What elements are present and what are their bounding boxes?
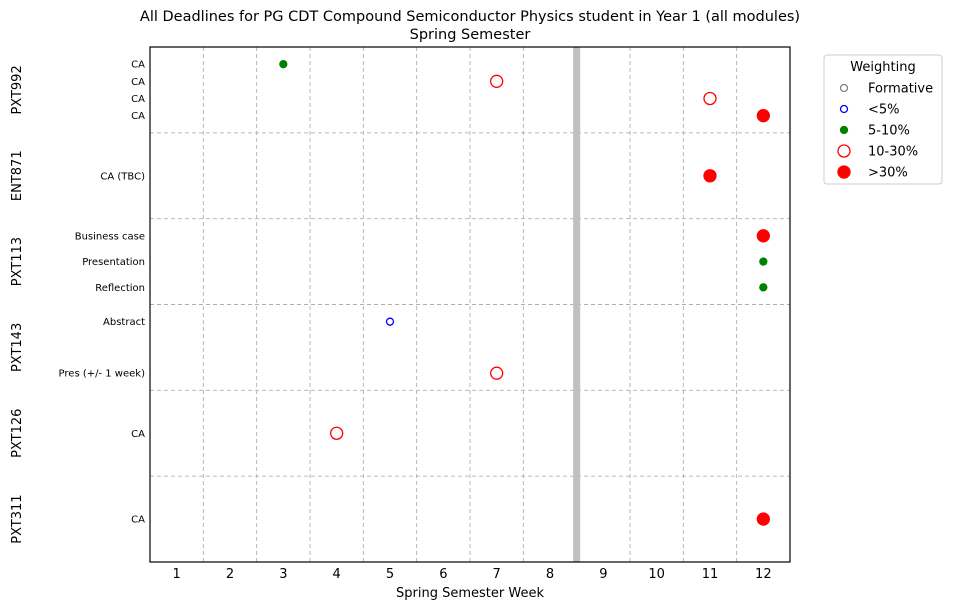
assessment-label: Pres (+/- 1 week) — [59, 369, 146, 380]
assessment-label: CA — [131, 77, 145, 88]
x-tick-label: 7 — [493, 567, 501, 582]
assessment-label: CA (TBC) — [100, 171, 145, 182]
x-tick-label: 3 — [279, 567, 287, 582]
module-label: PXT126 — [10, 409, 25, 458]
deadline-marker — [703, 91, 717, 106]
legend-marker — [837, 165, 851, 179]
x-tick-label: 6 — [439, 567, 447, 582]
chart-title: All Deadlines for PG CDT Compound Semico… — [140, 9, 800, 25]
assessment-label: CA — [131, 429, 145, 440]
legend-title: Weighting — [850, 60, 915, 75]
deadline-marker — [759, 257, 768, 266]
assessment-label: CA — [131, 111, 145, 122]
assessment-label: Reflection — [95, 283, 145, 294]
deadline-marker — [490, 74, 504, 88]
module-label: PXT311 — [10, 494, 25, 543]
module-label: ENT871 — [10, 150, 25, 201]
assessment-label: CA — [131, 94, 145, 105]
deadline-marker — [703, 169, 717, 183]
reading-week-bar — [573, 47, 581, 562]
deadline-marker — [279, 60, 288, 69]
x-tick-label: 4 — [333, 567, 341, 582]
assessment-label: Abstract — [103, 317, 145, 328]
x-tick-label: 12 — [755, 567, 772, 582]
x-tick-label: 1 — [173, 567, 181, 582]
x-tick-label: 11 — [702, 567, 719, 582]
plot-frame — [149, 46, 791, 563]
module-label: PXT113 — [10, 237, 25, 286]
deadline-marker — [756, 512, 770, 526]
legend-label: 5-10% — [868, 124, 910, 139]
legend-label: <5% — [868, 103, 900, 118]
chart-subtitle: Spring Semester — [410, 27, 531, 43]
legend-label: >30% — [868, 166, 908, 181]
x-axis-label: Spring Semester Week — [396, 586, 544, 601]
x-tick-label: 10 — [648, 567, 665, 582]
deadline-marker — [756, 109, 770, 123]
assessment-label: Business case — [75, 231, 145, 242]
legend-label: Formative — [868, 82, 933, 97]
deadline-marker — [759, 283, 768, 292]
deadline-marker — [330, 426, 344, 440]
deadline-marker — [490, 366, 504, 380]
assessment-label: Presentation — [82, 257, 145, 268]
assessment-label: CA — [131, 60, 145, 71]
legend-marker — [837, 144, 851, 158]
legend: Weighting Formative <5% 5-10% 10-30% >30% — [823, 54, 943, 185]
module-label: PXT992 — [10, 65, 25, 114]
x-tick-label: 9 — [599, 567, 607, 582]
deadline-marker — [756, 229, 770, 243]
x-tick-label: 5 — [386, 567, 394, 582]
legend-marker — [839, 125, 849, 135]
legend-marker — [839, 83, 849, 93]
assessment-label: CA — [131, 515, 145, 526]
legend-label: 10-30% — [868, 145, 918, 160]
legend-marker — [839, 104, 849, 114]
legend-frame — [823, 54, 943, 185]
module-label: PXT143 — [10, 323, 25, 372]
x-tick-label: 2 — [226, 567, 234, 582]
x-tick-label: 8 — [546, 567, 554, 582]
deadline-marker — [385, 317, 395, 326]
